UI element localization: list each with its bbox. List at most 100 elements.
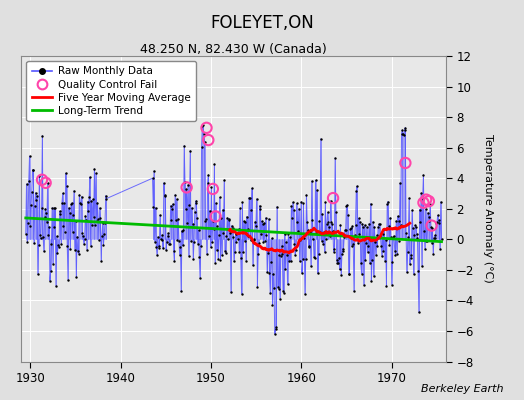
Point: [379, 248, 388, 254]
Point: [204, 137, 213, 143]
Point: [333, 260, 342, 266]
Point: [176, 252, 184, 258]
Point: [47, 241, 56, 248]
Point: [282, 239, 290, 245]
Point: [254, 250, 263, 257]
Point: [72, 274, 81, 280]
Point: [313, 187, 321, 193]
Point: [35, 242, 43, 248]
Point: [260, 220, 268, 226]
Point: [427, 224, 435, 230]
Point: [86, 243, 95, 249]
Point: [26, 223, 35, 229]
Point: [278, 251, 287, 258]
Point: [420, 228, 428, 234]
Point: [338, 251, 346, 257]
Point: [388, 281, 396, 288]
Point: [36, 232, 45, 238]
Point: [204, 172, 213, 178]
Point: [231, 248, 239, 255]
Point: [366, 200, 375, 207]
Point: [185, 202, 194, 208]
Point: [343, 202, 352, 208]
Point: [329, 228, 337, 234]
Point: [234, 236, 242, 242]
Point: [231, 231, 239, 238]
Point: [203, 180, 212, 186]
Point: [182, 184, 191, 191]
Point: [32, 197, 40, 203]
Point: [407, 254, 416, 261]
Point: [172, 217, 180, 224]
Point: [426, 201, 434, 208]
Point: [169, 248, 178, 254]
Point: [155, 245, 163, 251]
Point: [90, 166, 99, 172]
Point: [165, 241, 173, 247]
Point: [304, 244, 313, 250]
Point: [176, 244, 184, 250]
Point: [344, 270, 353, 277]
Point: [158, 232, 167, 238]
Point: [323, 221, 331, 228]
Point: [296, 258, 304, 264]
Point: [419, 172, 428, 178]
Point: [370, 224, 378, 230]
Point: [75, 192, 83, 198]
Point: [393, 251, 401, 258]
Point: [25, 153, 34, 159]
Point: [436, 246, 444, 252]
Point: [387, 234, 395, 240]
Point: [213, 223, 222, 230]
Point: [245, 194, 253, 201]
Point: [409, 224, 417, 231]
Point: [261, 238, 269, 244]
Point: [308, 178, 316, 184]
Point: [339, 248, 347, 254]
Point: [68, 200, 76, 206]
Point: [320, 228, 328, 235]
Point: [183, 220, 191, 226]
Point: [69, 212, 78, 218]
Point: [351, 222, 359, 228]
Point: [255, 240, 263, 246]
Point: [292, 247, 300, 254]
Point: [210, 226, 218, 232]
Point: [396, 180, 404, 186]
Point: [27, 202, 35, 208]
Point: [249, 237, 258, 243]
Point: [91, 222, 100, 228]
Point: [42, 210, 50, 217]
Point: [151, 204, 160, 211]
Point: [347, 243, 356, 250]
Point: [44, 232, 52, 238]
Point: [378, 253, 386, 259]
Point: [233, 230, 241, 236]
Point: [34, 271, 42, 277]
Point: [249, 262, 257, 268]
Point: [431, 232, 439, 239]
Point: [246, 237, 255, 244]
Point: [361, 256, 369, 263]
Point: [413, 234, 422, 241]
Point: [237, 255, 245, 262]
Point: [59, 222, 68, 229]
Point: [85, 194, 93, 200]
Point: [378, 231, 387, 237]
Point: [300, 234, 309, 241]
Point: [374, 224, 383, 231]
Point: [414, 268, 422, 274]
Point: [290, 241, 299, 247]
Point: [329, 195, 337, 201]
Point: [191, 200, 200, 206]
Point: [303, 219, 311, 226]
Point: [177, 288, 185, 295]
Point: [246, 194, 254, 201]
Point: [347, 225, 355, 231]
Point: [212, 247, 221, 253]
Point: [307, 263, 315, 269]
Point: [271, 326, 280, 332]
Point: [33, 192, 41, 199]
Point: [284, 231, 292, 238]
Point: [423, 238, 431, 245]
